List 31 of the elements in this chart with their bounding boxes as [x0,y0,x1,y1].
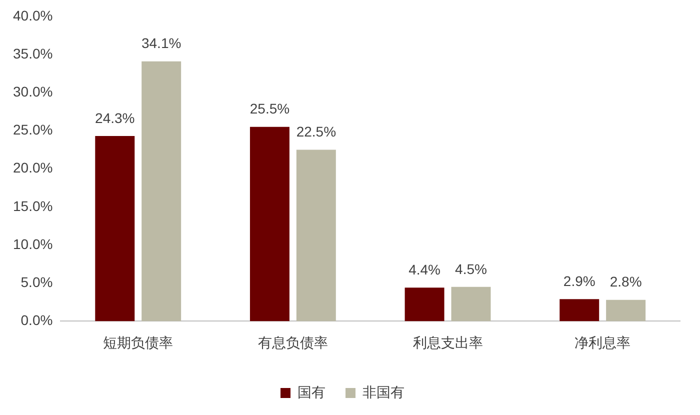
bar [404,288,444,322]
data-label: 2.8% [610,274,642,290]
x-tick-label: 短期负债率 [103,334,174,350]
x-tick-label: 净利息率 [574,334,631,350]
bar [95,136,135,322]
y-tick-label: 35.0% [12,45,53,62]
y-tick-label: 40.0% [12,7,53,24]
bar [296,150,336,322]
legend-label: 国有 [298,384,326,400]
data-label: 25.5% [250,100,290,117]
y-tick-label: 15.0% [12,198,53,214]
bar [451,286,491,322]
y-tick-label: 10.0% [12,236,53,252]
x-tick-label: 有息负债率 [258,334,328,350]
data-label: 22.5% [296,124,336,140]
y-tick-label: 0.0% [20,312,53,328]
y-tick-label: 20.0% [12,160,53,176]
data-label: 4.5% [455,260,487,277]
data-label: 4.4% [408,262,440,278]
data-label: 24.3% [95,110,135,126]
y-tick-label: 5.0% [20,274,53,290]
bar [560,299,600,322]
y-tick-label: 25.0% [12,122,53,138]
bar [606,300,646,322]
legend-label: 非国有 [362,384,404,400]
x-tick-label: 利息支出率 [412,334,483,350]
data-label: 2.9% [563,272,596,289]
bar [250,126,290,322]
y-tick-label: 30.0% [12,83,53,100]
data-label: 34.1% [141,35,182,52]
bar [142,61,182,322]
